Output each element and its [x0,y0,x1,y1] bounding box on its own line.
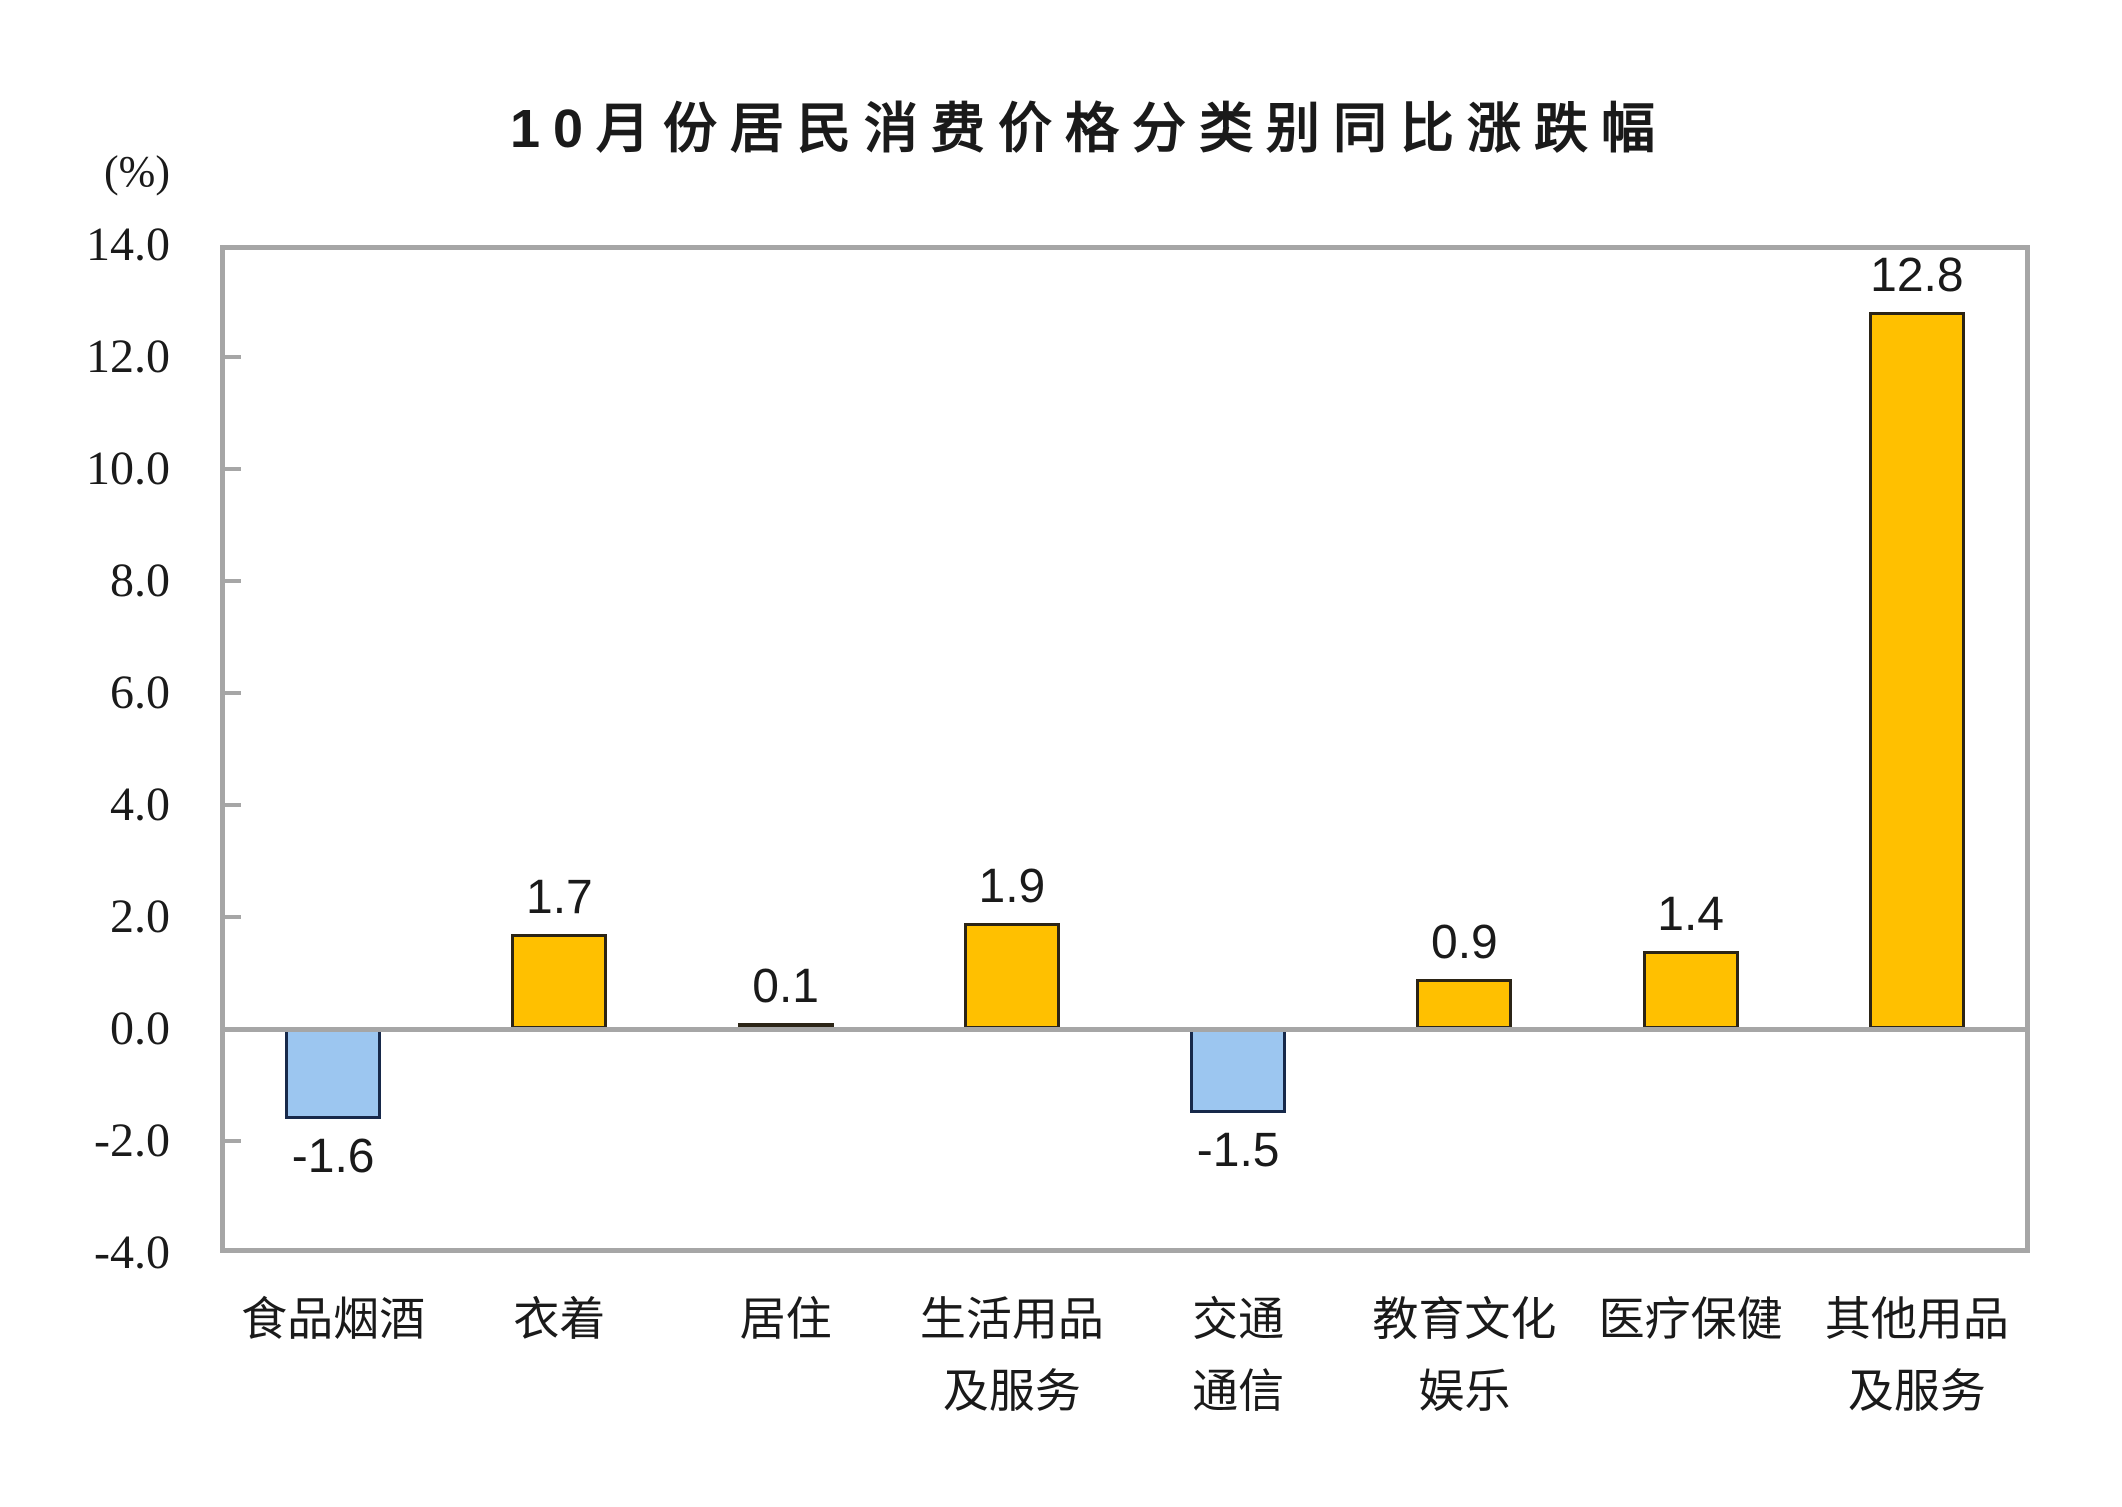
x-axis-label-医疗保健: 医疗保健 [1598,1293,1783,1345]
y-axis-tick-label: 12.0 [86,330,170,383]
plot-area [220,245,2030,1253]
x-axis-label-生活用品及服务: 生活用品 及服务 [919,1293,1104,1417]
bar-value-label: 0.9 [1431,915,1498,969]
y-axis-tick-label: 4.0 [110,778,170,831]
y-axis-tick-label: 8.0 [110,554,170,607]
bar-value-label: 1.4 [1657,887,1724,941]
bar-医疗保健 [1642,950,1739,1029]
y-axis-tick-mark [225,803,241,807]
bar-value-label: 0.1 [752,960,819,1014]
bar-value-label: 1.7 [526,870,593,924]
y-axis-tick-mark [225,467,241,471]
x-axis-label-居住: 居住 [739,1293,832,1345]
bar-教育文化娱乐 [1416,978,1513,1029]
x-axis-label-食品烟酒: 食品烟酒 [241,1293,426,1345]
bar-其他用品及服务 [1868,312,1965,1029]
y-axis-tick-label: 6.0 [110,666,170,719]
y-axis-tick-label: 10.0 [86,442,170,495]
y-axis-tick-label: -4.0 [94,1226,170,1279]
y-axis-tick-mark [225,691,241,695]
y-axis-tick-mark [225,915,241,919]
y-axis-unit-label: (%) [104,147,170,196]
y-axis-tick-mark [225,1139,241,1143]
y-axis-tick-label: 0.0 [110,1002,170,1055]
chart-title: 10月份居民消费价格分类别同比涨跌幅 [509,99,1669,159]
x-axis-label-教育文化娱乐: 教育文化 娱乐 [1372,1293,1557,1417]
y-axis-tick-label: 2.0 [110,890,170,943]
zero-axis-line [220,1027,2030,1032]
y-axis-tick-label: -2.0 [94,1114,170,1167]
x-axis-label-衣着: 衣着 [513,1293,606,1345]
x-axis-label-交通通信: 交通 通信 [1192,1293,1285,1417]
bar-食品烟酒 [285,1029,382,1119]
y-axis-tick-label: 14.0 [86,218,170,271]
y-axis-tick-mark [225,579,241,583]
bar-交通通信 [1190,1029,1287,1113]
bar-生活用品及服务 [963,922,1060,1029]
y-axis-tick-mark [225,355,241,359]
bar-value-label: 12.8 [1870,249,1964,303]
bar-衣着 [511,933,608,1029]
bar-value-label: -1.6 [291,1129,375,1183]
bar-value-label: 1.9 [978,859,1046,913]
x-axis-label-其他用品及服务: 其他用品 及服务 [1824,1293,2009,1417]
bar-value-label: -1.5 [1196,1124,1280,1177]
